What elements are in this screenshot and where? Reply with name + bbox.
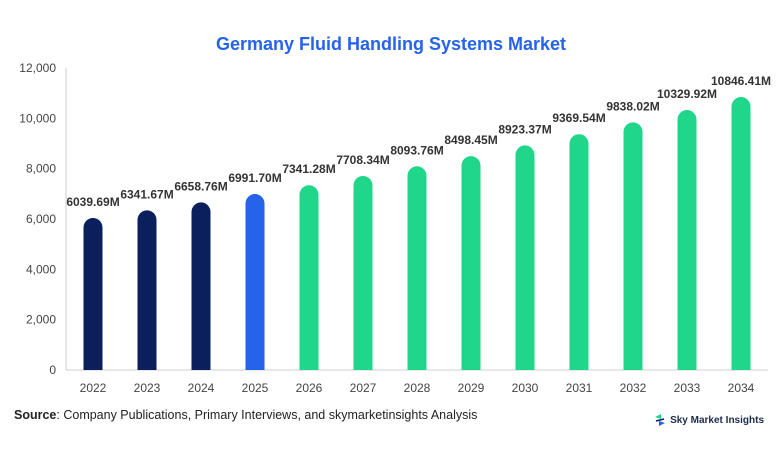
data-label: 6991.70M xyxy=(228,171,281,185)
data-label: 8093.76M xyxy=(390,143,443,157)
data-label: 7341.28M xyxy=(282,162,335,176)
x-tick-label: 2032 xyxy=(620,381,647,395)
chart-bars xyxy=(83,97,751,371)
data-label: 9369.54M xyxy=(552,111,605,125)
data-labels: 6039.69M6341.67M6658.76M6991.70M7341.28M… xyxy=(66,74,771,209)
bar xyxy=(245,194,265,370)
y-tick-labels: 0 2,000 4,000 6,000 8,000 10,000 12,000 xyxy=(19,61,56,377)
brand-name: Sky Market Insights xyxy=(670,414,764,426)
bar xyxy=(569,134,589,370)
data-label: 8923.37M xyxy=(498,122,551,136)
bar xyxy=(623,122,643,370)
bar xyxy=(191,202,211,370)
y-tick-label: 10,000 xyxy=(19,111,56,125)
x-tick-label: 2024 xyxy=(188,381,215,395)
bar xyxy=(137,210,157,370)
data-label: 6341.67M xyxy=(120,187,173,201)
data-label: 10329.92M xyxy=(657,87,717,101)
bar xyxy=(353,176,373,370)
data-label: 6658.76M xyxy=(174,179,227,193)
bar xyxy=(731,97,751,370)
bar xyxy=(83,218,103,370)
x-tick-label: 2022 xyxy=(80,381,107,395)
bar xyxy=(299,185,319,370)
x-tick-label: 2033 xyxy=(674,381,701,395)
y-tick-label: 6,000 xyxy=(26,212,56,226)
x-tick-label: 2028 xyxy=(404,381,431,395)
source-text: : Company Publications, Primary Intervie… xyxy=(56,408,478,422)
y-tick-label: 2,000 xyxy=(26,313,56,327)
x-tick-labels: 2022 2023 2024 2025 2026 2027 2028 2029 2030 2031… xyxy=(80,381,755,395)
y-tick-label: 12,000 xyxy=(19,61,56,75)
x-tick-label: 2029 xyxy=(458,381,485,395)
data-label: 7708.34M xyxy=(336,153,389,167)
x-tick-label: 2027 xyxy=(350,381,377,395)
x-tick-label: 2023 xyxy=(134,381,161,395)
bar xyxy=(515,145,535,370)
x-tick-label: 2030 xyxy=(512,381,539,395)
x-tick-label: 2031 xyxy=(566,381,593,395)
brand-logo: Sky Market Insights xyxy=(653,413,764,427)
data-label: 6039.69M xyxy=(66,195,119,209)
data-label: 10846.41M xyxy=(711,74,771,88)
y-tick-label: 4,000 xyxy=(26,262,56,276)
chart-title: Germany Fluid Handling Systems Market xyxy=(215,34,567,54)
bar xyxy=(461,156,481,370)
sky-market-insights-logo-icon xyxy=(655,414,666,426)
data-label: 9838.02M xyxy=(606,99,659,113)
source-label: Source xyxy=(14,408,57,422)
y-tick-label: 8,000 xyxy=(26,162,56,176)
x-tick-label: 2026 xyxy=(296,381,323,395)
y-tick-label: 0 xyxy=(49,363,56,377)
x-tick-label: 2034 xyxy=(728,381,755,395)
bar xyxy=(677,110,697,371)
data-label: 8498.45M xyxy=(444,133,497,147)
source-note: Source: Company Publications, Primary In… xyxy=(14,408,477,422)
x-tick-label: 2025 xyxy=(242,381,269,395)
bar xyxy=(407,166,427,370)
